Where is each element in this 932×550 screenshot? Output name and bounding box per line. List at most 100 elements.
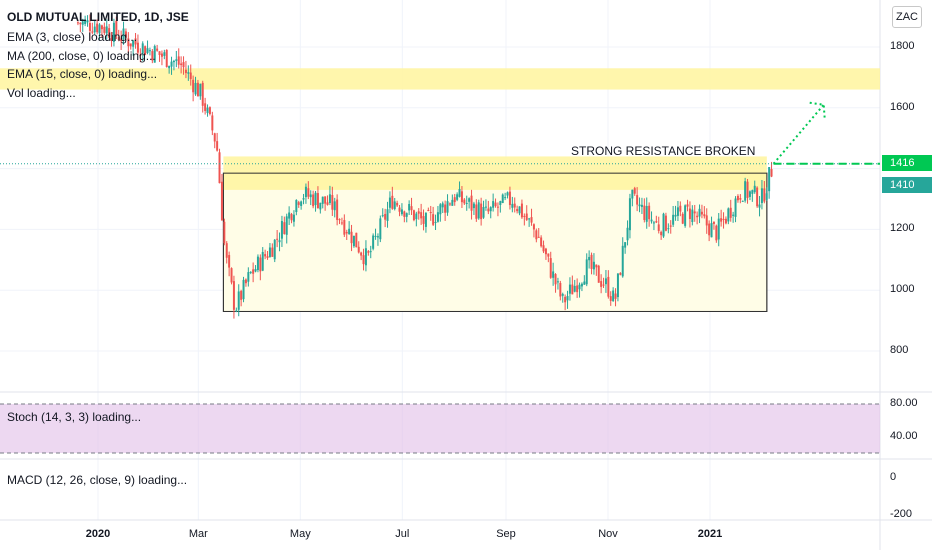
candle-body (604, 278, 607, 285)
candle-body (261, 251, 264, 271)
candle-body (607, 276, 610, 297)
candle-body (412, 210, 415, 221)
candle-body (100, 25, 103, 30)
candle-body (122, 28, 125, 39)
candle-body (336, 199, 339, 220)
candle-body (278, 240, 281, 243)
candle-body (285, 216, 288, 235)
candle-body (516, 209, 519, 212)
candle-body (187, 72, 190, 74)
candle-body (556, 281, 559, 283)
candle-body (614, 293, 617, 299)
candle-body (710, 223, 713, 238)
candle-body (350, 231, 353, 244)
candle-body (129, 43, 132, 47)
candle-body (669, 225, 672, 227)
candle-body (657, 224, 660, 231)
chart-title: OLD MUTUAL LIMITED, 1D, JSE (7, 10, 189, 24)
time-tick-label: 2021 (697, 528, 723, 540)
candle-body (252, 269, 255, 274)
candle-body (160, 53, 163, 57)
candle-body (165, 49, 168, 68)
candle-body (583, 281, 586, 285)
time-tick-label: Nov (598, 528, 618, 540)
candle-body (511, 203, 514, 208)
candle-body (444, 204, 447, 213)
candle-body (477, 202, 480, 219)
resistance-annotation: STRONG RESISTANCE BROKEN (571, 144, 756, 158)
candle-body (441, 203, 444, 208)
candle-body (768, 167, 771, 192)
candle-body (388, 197, 391, 208)
candle-body (369, 251, 372, 253)
candle-body (319, 202, 322, 210)
candle-body (304, 186, 307, 198)
candle-body (547, 253, 550, 257)
candle-body (652, 222, 655, 224)
candle-body (753, 185, 756, 193)
candle-body (146, 48, 149, 53)
candle-body (580, 283, 583, 287)
candle-body (384, 213, 387, 220)
ema15-legend[interactable]: EMA (15, close, 0) loading... (7, 67, 158, 81)
candle-body (396, 202, 399, 206)
candle-body (110, 38, 113, 41)
candle-body (172, 60, 175, 63)
candle-body (746, 181, 749, 198)
candle-body (482, 207, 485, 218)
candle-body (640, 204, 643, 207)
candle-body (338, 219, 341, 221)
candle-body (218, 152, 221, 184)
candle-body (571, 284, 574, 295)
candle-body (619, 273, 622, 275)
candle-body (314, 192, 317, 206)
candle-body (691, 209, 694, 223)
candle-body (242, 279, 245, 300)
candle-body (357, 246, 360, 253)
candle-body (168, 65, 171, 69)
candle-body (616, 273, 619, 298)
candle-body (345, 231, 348, 234)
candle-body (763, 188, 766, 202)
candle-body (573, 285, 576, 292)
candle-body (76, 22, 79, 24)
candle-body (213, 133, 216, 142)
candle-body (148, 50, 151, 52)
candle-body (513, 203, 516, 208)
stoch-legend[interactable]: Stoch (14, 3, 3) loading... (7, 410, 142, 424)
candle-body (643, 205, 646, 220)
candle-body (465, 202, 468, 204)
candle-body (429, 212, 432, 214)
candle-body (403, 211, 406, 217)
macd-legend[interactable]: MACD (12, 26, close, 9) loading... (7, 473, 188, 487)
ema3-legend[interactable]: EMA (3, close) loading... (7, 30, 138, 44)
candle-body (360, 252, 363, 256)
candle-body (770, 169, 773, 177)
candle-body (506, 192, 509, 196)
candle-body (280, 221, 283, 239)
candle-body (391, 195, 394, 209)
candle-body (302, 198, 305, 200)
price-tick-label: 800 (890, 344, 909, 356)
candle-body (597, 265, 600, 283)
vol-legend[interactable]: Vol loading... (7, 86, 76, 100)
candle-body (523, 215, 526, 217)
candle-body (420, 212, 423, 219)
candle-body (518, 206, 521, 214)
time-tick-label: Jul (395, 528, 410, 540)
candle-body (410, 206, 413, 211)
currency-badge[interactable]: ZAC (892, 6, 922, 28)
candle-body (609, 296, 612, 301)
candle-body (468, 198, 471, 202)
candle-body (535, 230, 538, 240)
candle-body (208, 107, 211, 114)
candle-body (321, 196, 324, 204)
ma200-legend[interactable]: MA (200, close, 0) loading... (7, 49, 156, 63)
candle-body (376, 236, 379, 238)
candle-body (249, 271, 252, 273)
candle-body (201, 82, 204, 106)
candle-body (756, 187, 759, 207)
candle-body (722, 218, 725, 220)
candle-body (612, 290, 615, 302)
